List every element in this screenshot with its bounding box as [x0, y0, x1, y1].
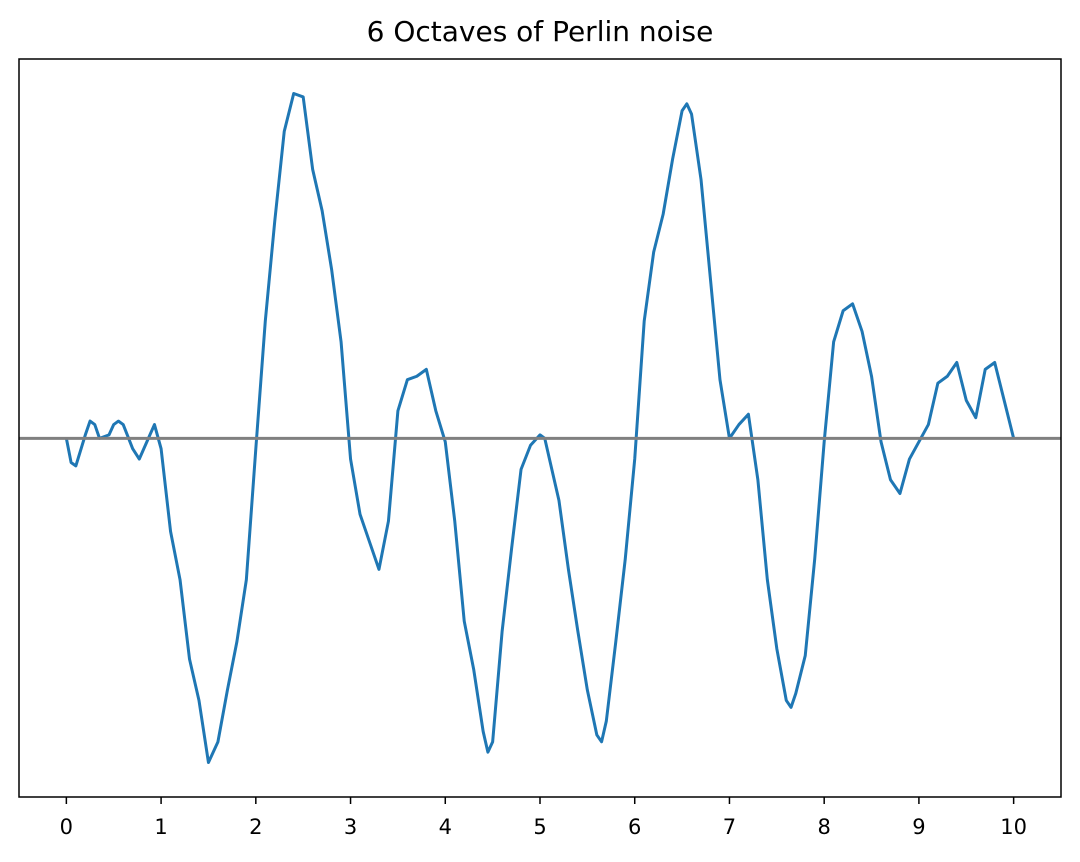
x-tick-label: 10 [1000, 815, 1027, 839]
x-tick-label: 5 [533, 815, 546, 839]
x-tick-label: 1 [154, 815, 167, 839]
x-tick-label: 7 [723, 815, 736, 839]
x-tick-label: 6 [628, 815, 641, 839]
x-tick-label: 8 [817, 815, 830, 839]
x-tick-label: 3 [344, 815, 357, 839]
plot-frame [18, 58, 1062, 798]
x-tick-label: 9 [912, 815, 925, 839]
x-tick-label: 0 [60, 815, 73, 839]
x-tick-label: 2 [249, 815, 262, 839]
chart-title: 6 Octaves of Perlin noise [367, 15, 714, 48]
x-tick-label: 4 [439, 815, 452, 839]
data-line [64, 91, 1016, 765]
